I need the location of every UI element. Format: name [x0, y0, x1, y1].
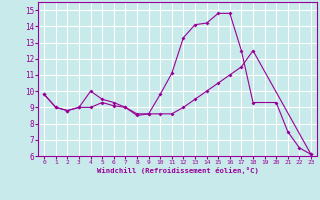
X-axis label: Windchill (Refroidissement éolien,°C): Windchill (Refroidissement éolien,°C)	[97, 167, 259, 174]
